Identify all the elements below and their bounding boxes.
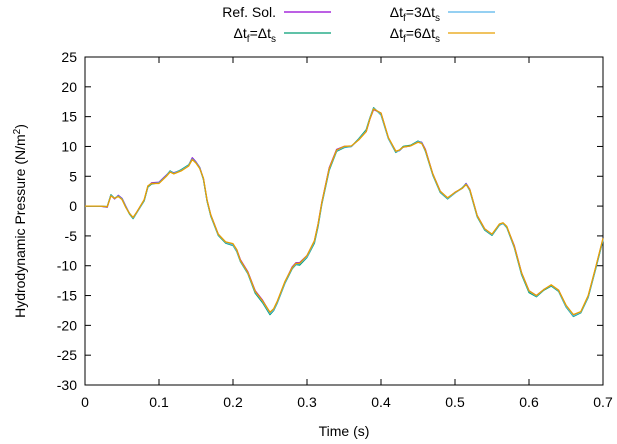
x-tick-label: 0.2 <box>223 394 243 410</box>
y-tick-label: -30 <box>57 377 77 393</box>
y-tick-label: 5 <box>69 168 77 184</box>
y-tick-label: 0 <box>69 198 77 214</box>
x-tick-label: 0.7 <box>593 394 613 410</box>
y-axis-title: Hydrodynamic Pressure (N/m2) <box>12 124 28 318</box>
x-axis-title: Time (s) <box>319 423 370 439</box>
y-tick-label: 20 <box>61 79 77 95</box>
x-axis: 0 0.1 0.2 0.3 0.4 0.5 0.6 0.7 <box>81 57 613 410</box>
y-tick-label: -5 <box>65 228 78 244</box>
x-tick-label: 0.5 <box>445 394 465 410</box>
legend-label-ref-sol: Ref. Sol. <box>222 4 276 20</box>
y-tick-label: 15 <box>61 109 77 125</box>
x-tick-label: 0 <box>81 394 89 410</box>
x-tick-label: 0.6 <box>519 394 539 410</box>
y-tick-label: -20 <box>57 317 77 333</box>
legend-label-dtf-6dts: Δtf=6Δts <box>390 25 440 45</box>
series-lines <box>85 107 604 318</box>
y-tick-label: -25 <box>57 347 77 363</box>
plot-area: 25 20 15 10 5 0 -5 -10 -15 -20 -25 -30 0 0.1 0.2 0.3 0.… <box>57 49 613 410</box>
plot-frame <box>84 56 604 386</box>
legend: Ref. Sol. Δtf=Δts Δtf=3Δts Δtf=6Δts <box>222 4 495 45</box>
y-tick-label: -10 <box>57 258 77 274</box>
x-tick-label: 0.3 <box>297 394 317 410</box>
y-tick-label: -15 <box>57 288 77 304</box>
x-tick-label: 0.4 <box>371 394 391 410</box>
legend-label-dtf-3dts: Δtf=3Δts <box>390 4 440 24</box>
legend-label-dtf-dts: Δtf=Δts <box>234 25 276 45</box>
y-tick-label: 10 <box>61 138 77 154</box>
y-axis: 25 20 15 10 5 0 -5 -10 -15 -20 -25 -30 <box>57 49 603 393</box>
series-line-1 <box>85 107 604 318</box>
y-tick-label: 25 <box>61 49 77 65</box>
series-line-3 <box>85 108 604 316</box>
x-tick-label: 0.1 <box>149 394 169 410</box>
